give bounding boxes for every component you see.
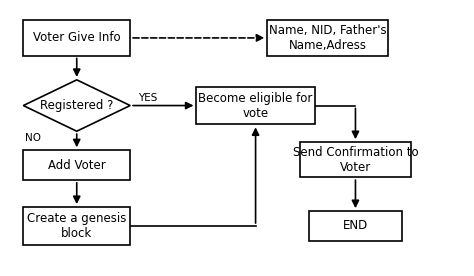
Text: YES: YES xyxy=(138,93,157,103)
Text: Registered ?: Registered ? xyxy=(40,99,113,112)
Text: NO: NO xyxy=(25,133,41,143)
FancyBboxPatch shape xyxy=(309,211,402,241)
Text: Add Voter: Add Voter xyxy=(48,158,106,172)
FancyBboxPatch shape xyxy=(23,150,130,180)
Text: Send Confirmation to
Voter: Send Confirmation to Voter xyxy=(292,146,418,174)
FancyBboxPatch shape xyxy=(23,20,130,55)
Text: Voter Give Info: Voter Give Info xyxy=(33,31,120,44)
Text: Name, NID, Father's
Name,Adress: Name, NID, Father's Name,Adress xyxy=(269,24,386,52)
FancyBboxPatch shape xyxy=(267,20,388,55)
Text: Create a genesis
block: Create a genesis block xyxy=(27,212,127,240)
Polygon shape xyxy=(23,80,130,131)
Text: Become eligible for
vote: Become eligible for vote xyxy=(199,92,313,120)
FancyBboxPatch shape xyxy=(23,207,130,245)
Text: END: END xyxy=(343,219,368,232)
FancyBboxPatch shape xyxy=(300,142,411,177)
FancyBboxPatch shape xyxy=(196,87,315,124)
